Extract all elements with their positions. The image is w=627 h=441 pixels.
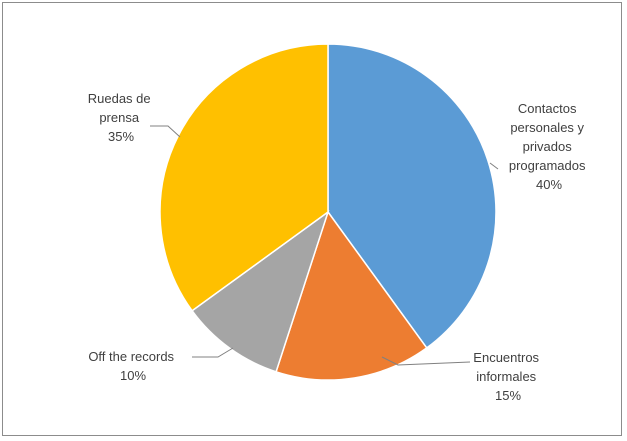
data-label-2-line-1: Off the records [88, 349, 174, 364]
data-label-1-line-1: Encuentros [473, 350, 539, 365]
leader-line-1 [381, 356, 471, 366]
pie-slice-1 [275, 210, 428, 381]
data-label-2-percent: 10% [120, 368, 146, 383]
data-label-3-percent: 35% [108, 129, 134, 144]
leader-line-2 [192, 347, 234, 358]
data-label-0-percent: 40% [536, 177, 562, 192]
leader-line-0 [489, 162, 499, 170]
data-label-2: Off the records 10% [88, 349, 177, 383]
pie-slices [159, 43, 497, 381]
pie-slice-0 [327, 43, 497, 349]
data-label-0-line-4: programados [509, 158, 586, 173]
data-label-1-percent: 15% [495, 388, 521, 403]
data-label-0-line-1: Contactos [518, 101, 577, 116]
leader-lines [150, 125, 499, 366]
data-label-0: Contactos personales y privados programa… [509, 101, 589, 192]
data-label-3: Ruedas de prensa 35% [88, 91, 155, 144]
data-label-0-line-2: personales y [510, 120, 584, 135]
data-label-1: Encuentros informales 15% [473, 350, 542, 403]
leader-line-3 [150, 125, 181, 138]
data-label-3-line-1: Ruedas de [88, 91, 151, 106]
data-label-0-line-3: privados [523, 139, 573, 154]
data-label-1-line-2: informales [476, 369, 536, 384]
pie-slice-2 [191, 210, 330, 373]
data-label-3-line-2: prensa [99, 110, 140, 125]
